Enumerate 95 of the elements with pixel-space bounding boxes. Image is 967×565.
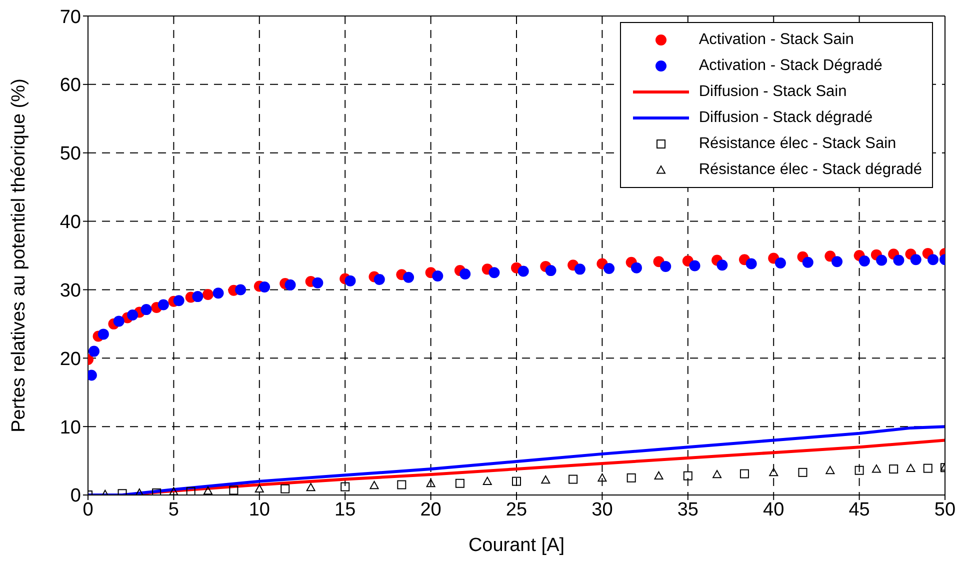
point <box>910 254 922 266</box>
point <box>568 474 578 484</box>
point <box>858 255 870 266</box>
point <box>630 262 642 274</box>
point <box>923 464 932 473</box>
point <box>203 486 212 495</box>
y-tick-label: 20 <box>60 348 81 370</box>
point <box>740 469 749 478</box>
point <box>876 254 888 266</box>
point <box>574 264 586 275</box>
point <box>140 304 152 316</box>
legend-label: Activation - Stack Sain <box>698 30 854 50</box>
point <box>906 464 916 472</box>
point <box>229 486 238 495</box>
point <box>488 267 500 278</box>
point <box>512 476 521 486</box>
x-tick-label: 15 <box>334 499 356 520</box>
point <box>340 482 350 492</box>
point <box>186 487 196 495</box>
point <box>889 464 898 474</box>
point <box>202 289 214 300</box>
point <box>113 316 124 327</box>
point <box>312 277 324 288</box>
point <box>397 480 406 490</box>
legend-label: Résistance élec - Stack dégradé <box>698 160 922 180</box>
point <box>134 488 144 495</box>
x-tick-label: 30 <box>592 499 613 520</box>
point <box>716 260 728 271</box>
point <box>455 478 464 488</box>
point <box>832 256 843 268</box>
x-tick-label: 35 <box>677 499 698 520</box>
point <box>284 279 296 290</box>
point <box>626 473 636 482</box>
point <box>598 473 607 482</box>
point <box>344 275 356 286</box>
point <box>169 487 178 495</box>
point <box>158 299 169 310</box>
point <box>235 284 246 296</box>
point <box>712 470 722 478</box>
point <box>152 488 162 495</box>
y-tick-label: 40 <box>60 212 81 234</box>
point <box>482 476 492 486</box>
y-tick-label: 10 <box>60 417 81 438</box>
point <box>403 272 414 283</box>
y-tick-label: 50 <box>60 144 81 165</box>
point <box>683 471 692 480</box>
y-tick-label: 60 <box>60 75 81 96</box>
x-tick-label: 10 <box>248 499 270 520</box>
point <box>689 260 700 272</box>
point <box>432 270 444 282</box>
point <box>518 266 529 277</box>
point <box>798 468 808 477</box>
point <box>280 484 290 494</box>
legend-label: Diffusion - Stack Sain <box>698 82 847 102</box>
point <box>802 256 814 268</box>
point <box>374 274 385 285</box>
point <box>127 310 138 321</box>
x-tick-label: 50 <box>934 499 956 520</box>
point <box>254 484 264 493</box>
point <box>826 466 835 474</box>
legend-label: Activation - Stack Dégradé <box>698 56 882 76</box>
point <box>541 475 550 484</box>
point <box>98 328 109 340</box>
x-tick-label: 5 <box>168 499 179 520</box>
point <box>746 258 757 270</box>
point <box>604 263 615 274</box>
x-tick-label: 45 <box>848 499 870 520</box>
y-tick-label: 70 <box>60 6 81 28</box>
point <box>192 291 204 302</box>
point <box>306 482 316 492</box>
point <box>426 478 436 488</box>
y-axis-title: Pertes relatives au potentiel théorique (%) <box>8 78 30 432</box>
point <box>769 468 778 476</box>
point <box>259 281 270 292</box>
y-tick-label: 0 <box>70 486 81 507</box>
point <box>460 268 471 280</box>
point <box>872 464 881 473</box>
point <box>88 346 100 357</box>
x-axis-title: Courant [A] <box>468 535 565 556</box>
point <box>660 260 672 272</box>
x-tick-label: 40 <box>763 499 784 520</box>
point <box>654 471 664 480</box>
legend-label: Diffusion - Stack dégradé <box>698 108 873 128</box>
point <box>774 258 786 269</box>
point <box>370 480 379 490</box>
point <box>893 254 904 266</box>
y-tick-label: 30 <box>60 280 81 302</box>
x-tick-label: 20 <box>420 499 442 520</box>
point <box>928 254 938 266</box>
point <box>545 265 556 276</box>
point <box>854 466 864 475</box>
point <box>173 295 184 306</box>
point <box>212 288 224 299</box>
legend-label: Résistance élec - Stack Sain <box>698 134 896 154</box>
x-tick-label: 25 <box>506 499 528 520</box>
